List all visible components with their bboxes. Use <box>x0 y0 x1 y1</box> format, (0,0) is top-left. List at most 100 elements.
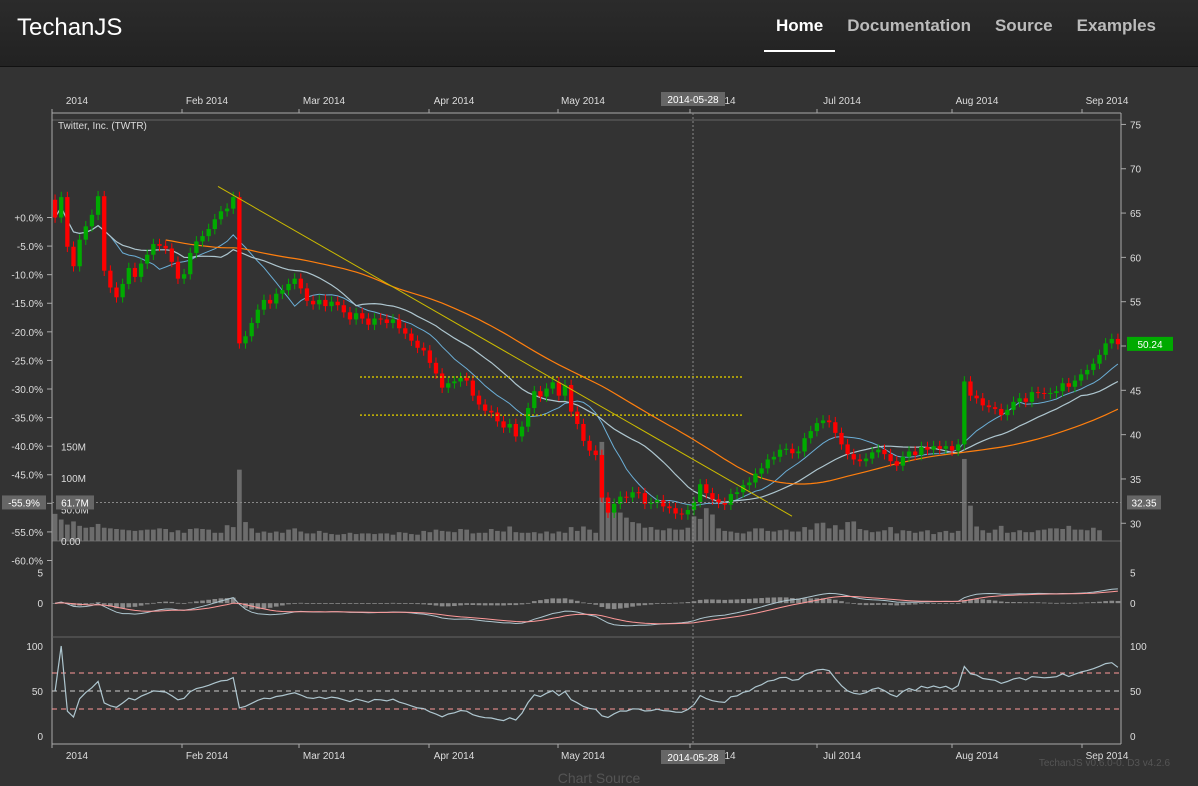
macd-histogram-bar <box>974 598 979 604</box>
nav-examples[interactable]: Examples <box>1076 16 1156 35</box>
candle-body <box>52 199 58 218</box>
macd-histogram-bar <box>605 603 611 609</box>
volume-bar <box>267 532 273 541</box>
volume-bar <box>796 531 801 541</box>
macd-histogram-bar <box>962 600 967 604</box>
volume-bar <box>894 533 900 541</box>
candle-body <box>95 196 101 215</box>
volume-bar <box>716 528 721 541</box>
volume-bar <box>968 505 973 541</box>
candle-body <box>544 388 549 397</box>
volume-bar <box>353 534 359 541</box>
volume-bar <box>65 524 70 541</box>
macd-histogram-bar <box>157 602 162 604</box>
candle-body <box>458 377 463 382</box>
candle-body <box>611 503 617 513</box>
candle-body <box>876 449 881 453</box>
candle-body <box>218 211 224 220</box>
macd-histogram-bar <box>648 603 654 605</box>
candle-body <box>943 446 949 449</box>
rsi-line <box>54 645 1119 722</box>
macd-histogram-bar <box>464 603 470 605</box>
volume-bar <box>869 532 875 541</box>
stock-chart[interactable]: 2014 2014 Feb 2014 Feb 2014 Mar 2014 Mar 2014… <box>0 66 1198 766</box>
volume-bar <box>151 529 156 541</box>
volume-bar <box>83 527 89 541</box>
macd-histogram-bar <box>740 599 746 604</box>
macd-histogram-bar <box>955 603 961 604</box>
volume-bar <box>789 531 795 541</box>
candle-body <box>476 395 482 405</box>
nav-home[interactable]: Home <box>764 16 836 52</box>
macd-histogram-bar <box>304 603 310 604</box>
price-tick-label: 30 <box>1130 519 1142 530</box>
volume-bar <box>439 530 445 541</box>
macd-histogram-bar <box>396 603 402 604</box>
macd-histogram-bar <box>550 598 556 604</box>
volume-bar <box>587 529 592 541</box>
volume-bar <box>359 533 365 541</box>
volume-bar <box>568 527 574 541</box>
candle-body <box>231 197 236 209</box>
candle-body <box>673 508 678 514</box>
candle-body <box>1115 338 1121 345</box>
volume-bar <box>1017 530 1022 541</box>
macd-histogram-bar <box>151 602 156 604</box>
nav-source[interactable]: Source <box>994 16 1053 35</box>
macd-histogram-bar <box>402 603 408 604</box>
candle-body <box>384 319 389 323</box>
percent-tick-label: +0.0% <box>14 213 43 224</box>
candle-body <box>261 299 267 310</box>
candle-body <box>906 451 912 457</box>
macd-histogram-bar <box>126 603 132 608</box>
volume-bar <box>771 531 777 541</box>
volume-bar <box>673 529 678 541</box>
macd-histogram-bar <box>138 603 144 606</box>
macd-histogram-bar <box>212 599 218 604</box>
percent-tick-label: -40.0% <box>11 442 43 453</box>
volume-tick-label: 50.0M <box>61 505 89 516</box>
price-tick-label: 45 <box>1130 386 1142 397</box>
volume-bar <box>237 469 242 541</box>
chart-source-link[interactable]: Chart Source <box>557 770 641 786</box>
brand-logo[interactable]: TechanJS <box>17 14 123 41</box>
macd-histogram-bar <box>378 603 384 604</box>
volume-bar <box>992 529 998 541</box>
macd-histogram-bar <box>765 597 771 604</box>
candle-body <box>274 293 279 304</box>
candle-body <box>691 502 697 510</box>
candle-body <box>126 268 131 284</box>
volume-bar <box>648 527 654 541</box>
macd-histogram-bar <box>439 603 445 607</box>
volume-bar <box>802 527 807 541</box>
crosshair-date-label: 2014-05-28 <box>667 95 719 106</box>
x-tick-label-top: Mar 2014 <box>303 96 346 107</box>
candle-body <box>949 446 955 451</box>
nav-documentation[interactable]: Documentation <box>847 16 971 35</box>
volume-bar <box>882 530 887 541</box>
volume-bar <box>329 534 334 541</box>
volume-tick-label: 100M <box>61 474 86 485</box>
candle-body <box>599 455 605 498</box>
candle-body <box>1042 392 1047 394</box>
candle-body <box>1023 398 1028 402</box>
macd-histogram-bar <box>531 601 537 604</box>
macd-histogram-bar <box>120 603 125 609</box>
macd-histogram-bar <box>101 603 107 605</box>
volume-bar <box>206 529 211 541</box>
macd-tick-label-right: 0 <box>1130 599 1136 610</box>
volume-bar <box>292 528 298 541</box>
volume-bar <box>169 532 175 541</box>
candle-body <box>1011 401 1016 410</box>
candle-body <box>568 385 574 412</box>
volume-bar <box>974 526 979 541</box>
candle-body <box>605 497 611 513</box>
candle-body <box>280 290 285 294</box>
candle-body <box>894 461 899 466</box>
candle-body <box>267 299 273 304</box>
macd-histogram-bar <box>261 603 267 609</box>
trendline <box>217 186 793 517</box>
volume-bar <box>310 533 316 541</box>
volume-bar <box>851 521 857 541</box>
candle-body <box>575 411 580 425</box>
